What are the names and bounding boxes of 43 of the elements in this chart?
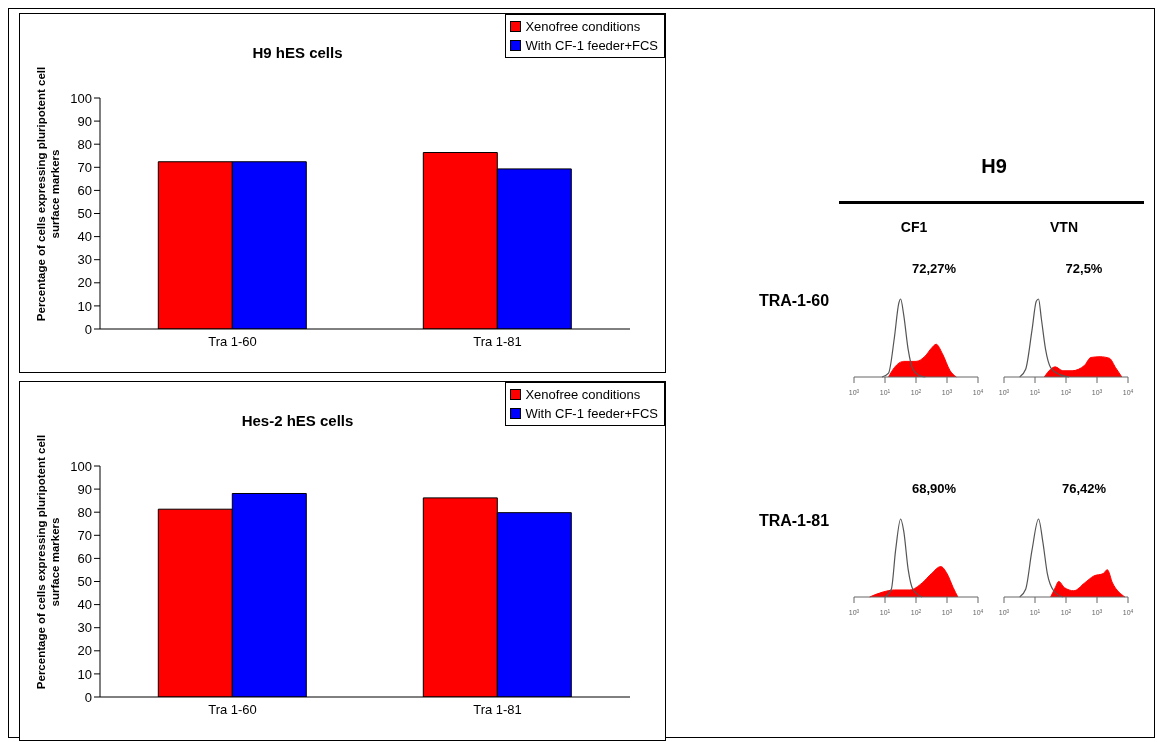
legend-label: Xenofree conditions bbox=[525, 18, 641, 36]
legend-label: With CF-1 feeder+FCS bbox=[525, 37, 658, 55]
y-tick-label: 30 bbox=[77, 620, 92, 636]
legend-label: Xenofree conditions bbox=[525, 386, 641, 404]
y-axis-title: Percentage of cells expressing pluripotent cell surface markers bbox=[35, 66, 61, 322]
y-tick-label: 20 bbox=[77, 643, 92, 659]
text: TRA-1-60 bbox=[757, 292, 831, 310]
y-tick-label: 90 bbox=[77, 113, 92, 129]
y-tick-label: 0 bbox=[84, 321, 92, 337]
text: CF1 bbox=[899, 219, 929, 235]
y-tick-label: 60 bbox=[77, 183, 92, 199]
y-tick-label: 70 bbox=[77, 159, 92, 175]
text: 72,27% bbox=[910, 261, 958, 276]
y-tick-label: 10 bbox=[77, 298, 92, 314]
y-tick-label: 100 bbox=[70, 90, 92, 106]
y-tick-label: 0 bbox=[84, 689, 92, 705]
chart-title: H9 hES cells bbox=[252, 44, 343, 61]
y-tick-label: 30 bbox=[77, 252, 92, 268]
y-tick-label: 70 bbox=[77, 527, 92, 543]
y-axis-title: Percentage of cells expressing pluripotent cell surface markers bbox=[35, 434, 61, 690]
x-tick-label: Tra 1-81 bbox=[473, 702, 522, 718]
text: H9 bbox=[980, 155, 1008, 178]
y-tick-label: 80 bbox=[77, 136, 92, 152]
y-tick-label: 20 bbox=[77, 275, 92, 291]
text: 68,90% bbox=[910, 481, 958, 496]
text: 72,5% bbox=[1064, 261, 1104, 276]
y-tick-label: 50 bbox=[77, 206, 92, 222]
text: VTN bbox=[1049, 219, 1079, 235]
x-tick-label: Tra 1-60 bbox=[208, 334, 257, 350]
legend-label: With CF-1 feeder+FCS bbox=[525, 405, 658, 423]
x-tick-label: Tra 1-60 bbox=[208, 702, 257, 718]
y-tick-label: 90 bbox=[77, 481, 92, 497]
text: TRA-1-81 bbox=[757, 512, 831, 530]
y-tick-label: 80 bbox=[77, 504, 92, 520]
chart-title: Hes-2 hES cells bbox=[241, 412, 354, 429]
y-tick-label: 10 bbox=[77, 666, 92, 682]
y-tick-label: 100 bbox=[70, 458, 92, 474]
y-tick-label: 40 bbox=[77, 229, 92, 245]
x-tick-label: Tra 1-81 bbox=[473, 334, 522, 350]
y-tick-label: 40 bbox=[77, 597, 92, 613]
text: 76,42% bbox=[1060, 481, 1108, 496]
y-tick-label: 50 bbox=[77, 574, 92, 590]
y-tick-label: 60 bbox=[77, 551, 92, 567]
